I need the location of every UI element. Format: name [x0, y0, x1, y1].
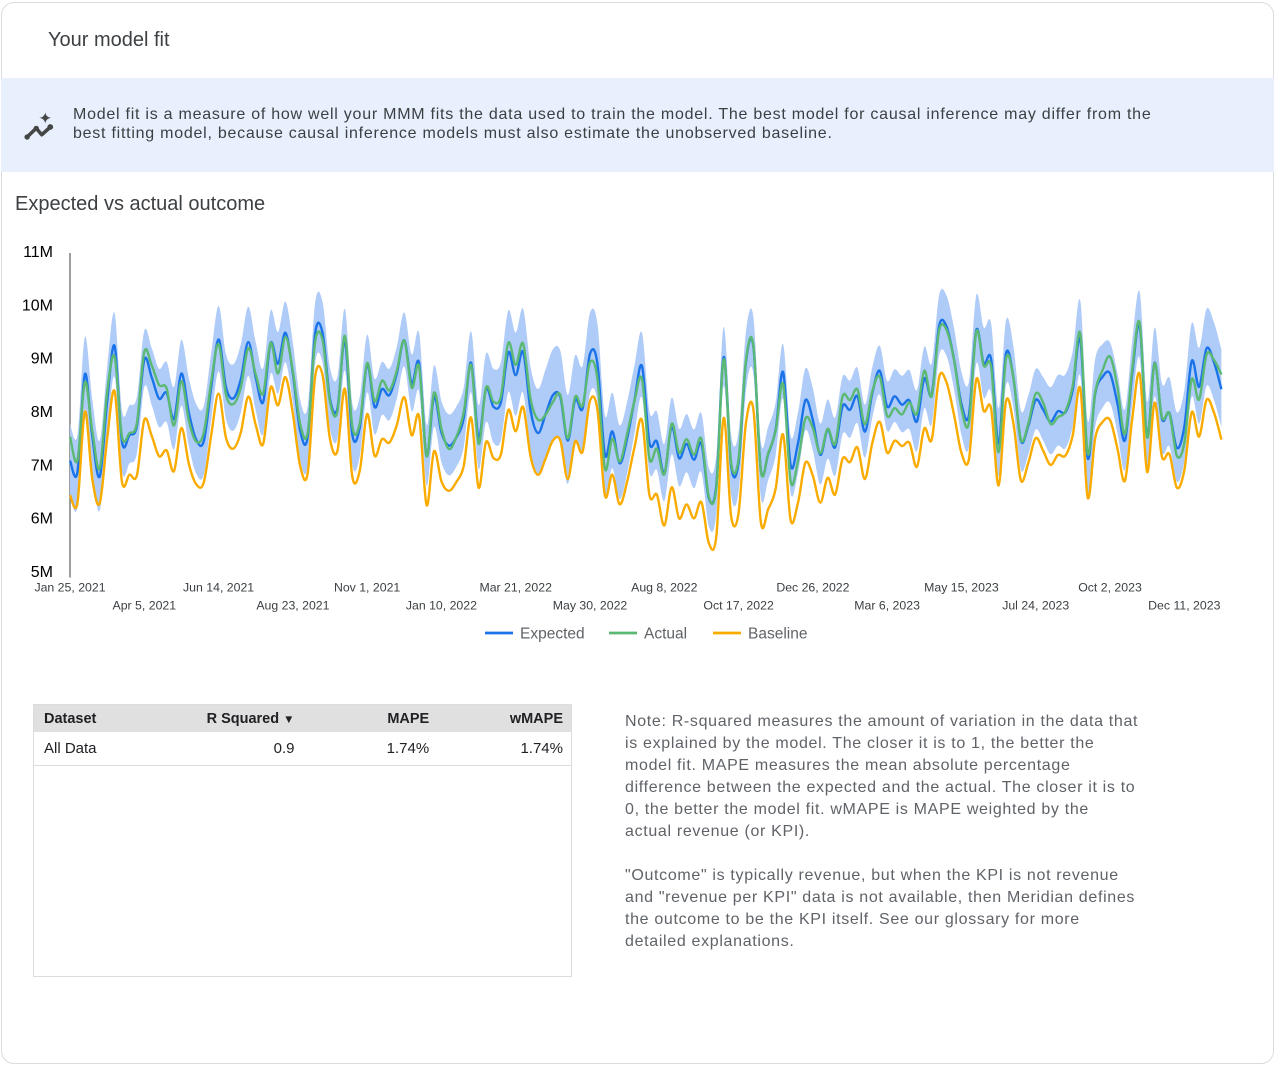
svg-text:Aug 8, 2022: Aug 8, 2022: [631, 581, 697, 595]
svg-text:8M: 8M: [31, 404, 53, 421]
svg-text:5M: 5M: [31, 564, 53, 581]
svg-text:May 30, 2022: May 30, 2022: [553, 599, 628, 613]
svg-text:Dec 26, 2022: Dec 26, 2022: [776, 581, 849, 595]
svg-text:7M: 7M: [31, 457, 53, 474]
svg-text:6M: 6M: [31, 511, 53, 528]
svg-text:Apr 5, 2021: Apr 5, 2021: [113, 599, 177, 613]
svg-text:Jan 10, 2022: Jan 10, 2022: [406, 599, 477, 613]
svg-text:10M: 10M: [22, 297, 53, 314]
svg-text:May 15, 2023: May 15, 2023: [924, 581, 999, 595]
svg-text:Oct 2, 2023: Oct 2, 2023: [1078, 581, 1142, 595]
svg-text:11M: 11M: [23, 244, 53, 261]
svg-text:Dec 11, 2023: Dec 11, 2023: [1148, 599, 1220, 613]
svg-text:Jul 24, 2023: Jul 24, 2023: [1002, 599, 1069, 613]
svg-text:Mar 21, 2022: Mar 21, 2022: [479, 581, 552, 595]
svg-text:Jun 14, 2021: Jun 14, 2021: [183, 581, 254, 595]
svg-text:Aug 23, 2021: Aug 23, 2021: [256, 599, 329, 613]
svg-text:Actual: Actual: [644, 626, 687, 643]
svg-text:Mar 6, 2023: Mar 6, 2023: [854, 599, 920, 613]
svg-text:Oct 17, 2022: Oct 17, 2022: [703, 599, 774, 613]
svg-text:9M: 9M: [31, 351, 53, 368]
svg-text:Jan 25, 2021: Jan 25, 2021: [34, 581, 105, 595]
svg-text:Nov 1, 2021: Nov 1, 2021: [334, 581, 400, 595]
svg-text:Baseline: Baseline: [748, 626, 807, 643]
svg-text:Expected: Expected: [520, 626, 585, 643]
